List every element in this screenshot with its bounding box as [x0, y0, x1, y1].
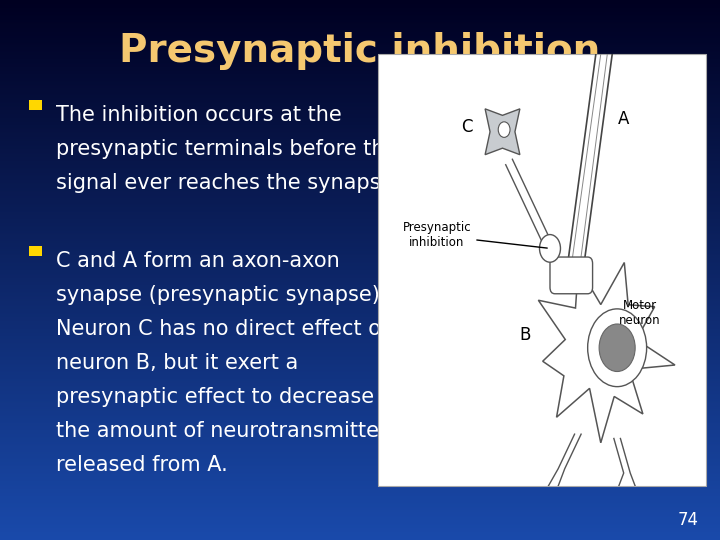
Circle shape [539, 234, 560, 262]
Polygon shape [485, 109, 520, 154]
Text: The inhibition occurs at the: The inhibition occurs at the [56, 105, 342, 125]
Text: Motor
neuron: Motor neuron [619, 299, 661, 327]
Circle shape [599, 324, 635, 372]
FancyBboxPatch shape [29, 246, 42, 256]
Text: presynaptic terminals before the: presynaptic terminals before the [56, 139, 397, 159]
FancyBboxPatch shape [29, 100, 42, 110]
Text: the amount of neurotransmitter: the amount of neurotransmitter [56, 421, 388, 441]
Text: synapse (presynaptic synapse).: synapse (presynaptic synapse). [56, 285, 387, 305]
FancyBboxPatch shape [378, 54, 706, 486]
FancyBboxPatch shape [550, 257, 593, 294]
Text: B: B [520, 326, 531, 344]
Circle shape [588, 309, 647, 387]
Text: neuron B, but it exert a: neuron B, but it exert a [56, 353, 298, 373]
Text: released from A.: released from A. [56, 455, 228, 475]
Polygon shape [539, 262, 675, 443]
Text: 74: 74 [678, 511, 698, 529]
Text: Presynaptic inhibition: Presynaptic inhibition [120, 32, 600, 70]
Text: signal ever reaches the synapse: signal ever reaches the synapse [56, 173, 394, 193]
Circle shape [498, 122, 510, 137]
Text: A: A [618, 110, 629, 128]
Text: C: C [461, 118, 472, 137]
Text: Neuron C has no direct effect on: Neuron C has no direct effect on [56, 319, 395, 339]
Text: C and A form an axon-axon: C and A form an axon-axon [56, 251, 340, 271]
Text: presynaptic effect to decrease: presynaptic effect to decrease [56, 387, 374, 407]
Text: Presynaptic
inhibition: Presynaptic inhibition [402, 221, 547, 249]
